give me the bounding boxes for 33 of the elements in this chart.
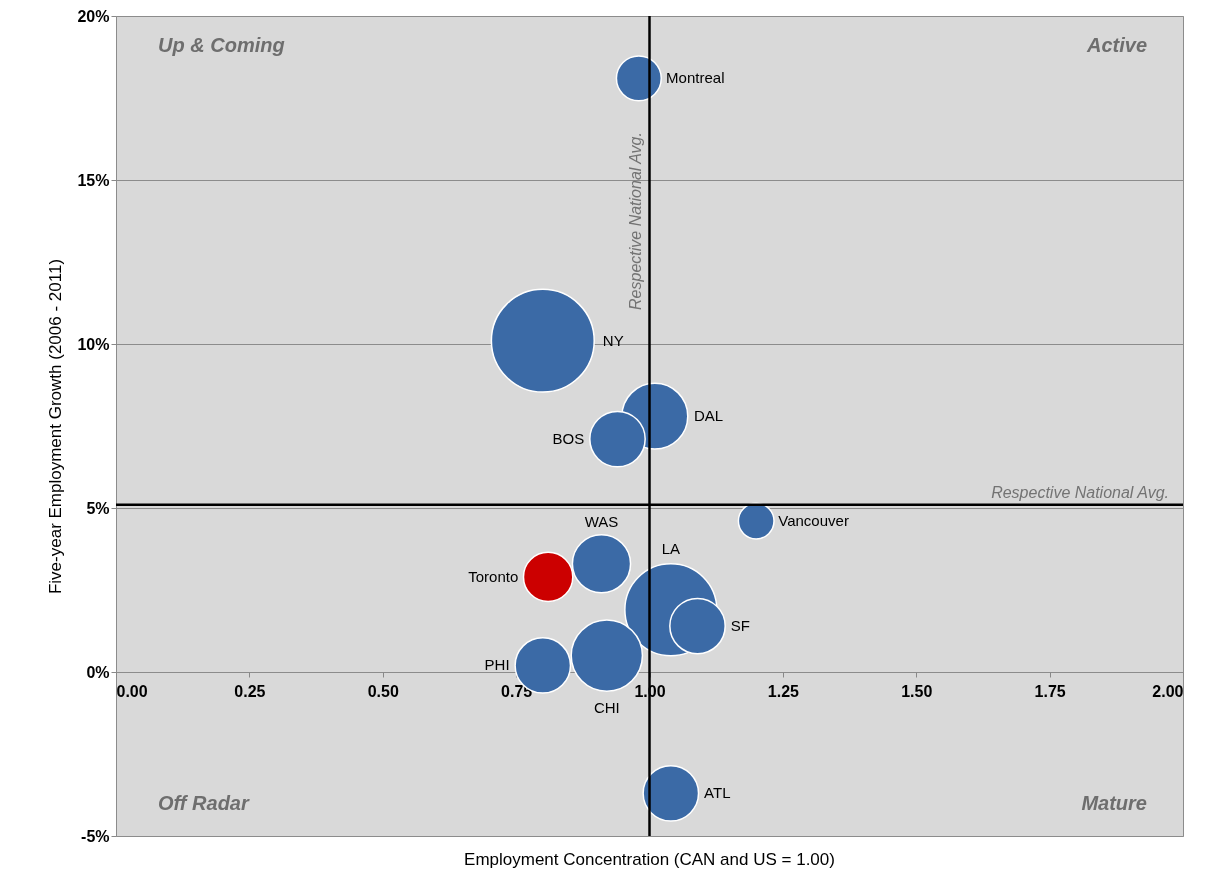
x-tick-label: 1.75 xyxy=(1034,682,1066,700)
series-label: Montreal xyxy=(666,69,725,87)
x-tick-label: 0.00 xyxy=(116,682,148,700)
y-tick-label: 20% xyxy=(77,7,110,25)
y-tick-label: 0% xyxy=(86,663,110,681)
series-label: WAS xyxy=(584,512,619,530)
x-tick-label: 1.50 xyxy=(901,682,933,700)
y-tick-label: 15% xyxy=(77,171,110,189)
series-label: Vancouver xyxy=(778,512,849,530)
series-label: DAL xyxy=(693,407,724,425)
annotation: Mature xyxy=(1081,792,1147,814)
ref-line-label: Respective National Avg. xyxy=(626,132,644,310)
annotation: Up & Coming xyxy=(158,34,285,56)
series-label: ATL xyxy=(704,784,731,802)
x-axis-title: Employment Concentration (CAN and US = 1.00) xyxy=(464,850,835,869)
y-axis-title: Five-year Employment Growth (2006 - 2011) xyxy=(46,258,66,595)
y-tick-label: -5% xyxy=(81,827,110,845)
x-tick-label: 0.25 xyxy=(234,682,266,700)
y-tick-label: 10% xyxy=(77,335,110,353)
x-tick-label: 2.00 xyxy=(1152,682,1184,700)
x-tick-label: 1.25 xyxy=(767,682,800,700)
series-label: Toronto xyxy=(468,567,519,585)
series-label: CHI xyxy=(593,698,620,716)
series-label: BOS xyxy=(552,430,585,448)
series-label: PHI xyxy=(484,656,510,674)
series-label: NY xyxy=(602,331,624,349)
y-tick-label: 5% xyxy=(86,499,110,517)
series-label: LA xyxy=(661,539,681,557)
x-tick-label: 0.50 xyxy=(367,682,399,700)
annotation: Active xyxy=(1085,34,1147,56)
ref-line-label: Respective National Avg. xyxy=(991,483,1169,501)
annotation: Off Radar xyxy=(158,792,250,814)
series-label: SF xyxy=(730,617,750,635)
